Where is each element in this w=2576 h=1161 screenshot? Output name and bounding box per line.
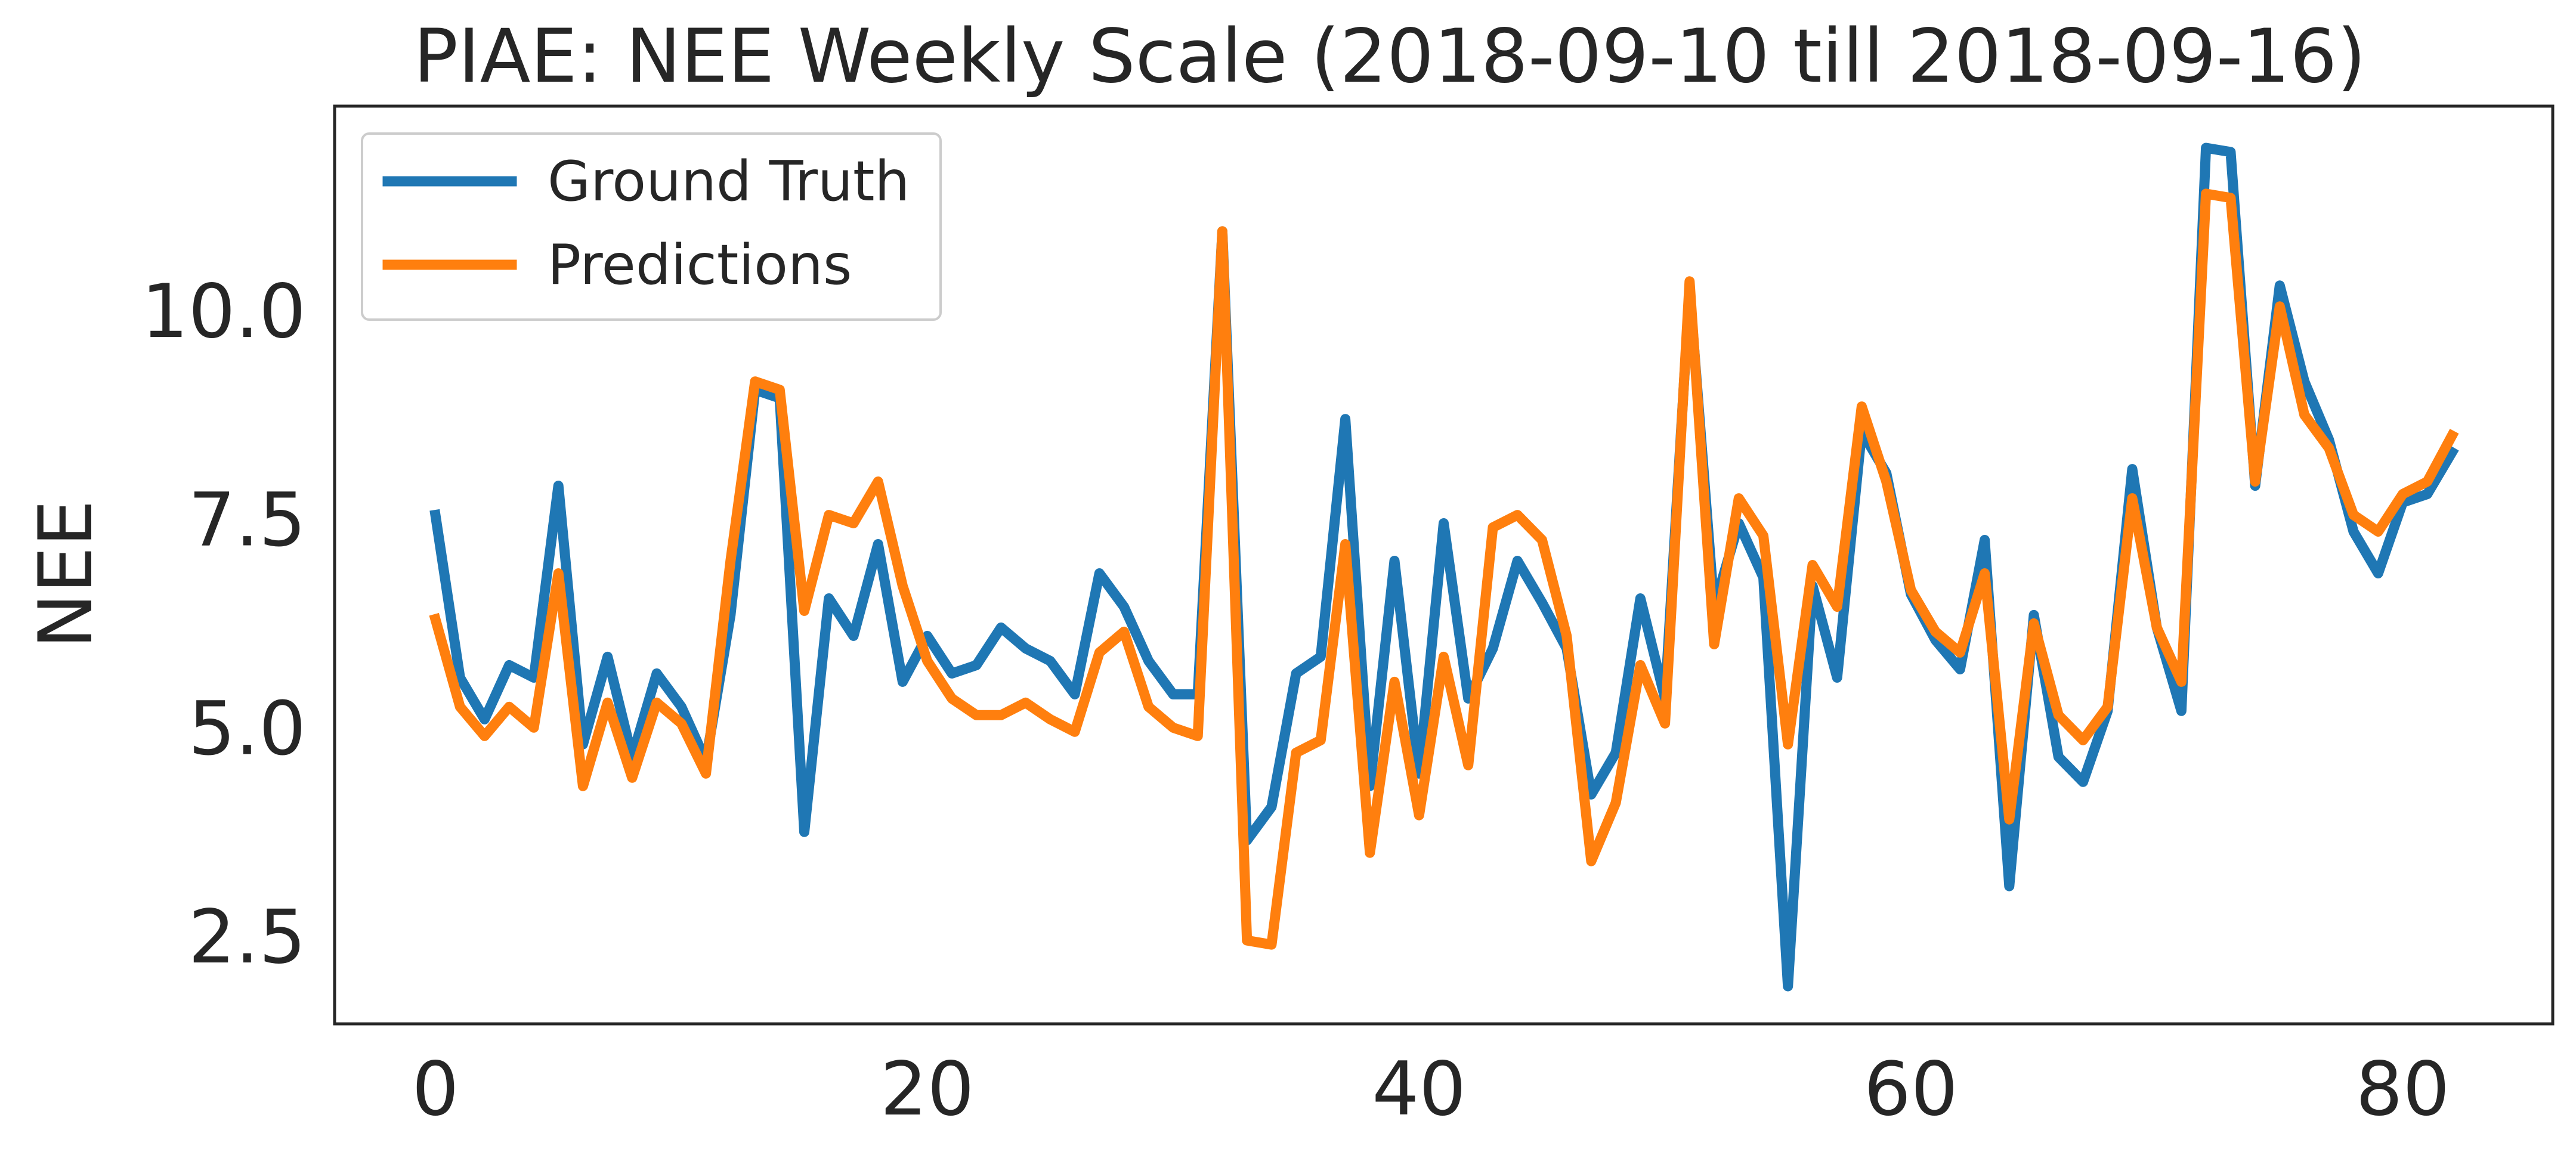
legend: Ground Truth Predictions bbox=[361, 132, 942, 321]
x-axis-ticks: 0 20 40 60 80 bbox=[412, 1047, 2450, 1132]
y-tick-label: 7.5 bbox=[188, 478, 306, 564]
series-line-predictions bbox=[429, 188, 2459, 950]
y-tick-label: 2.5 bbox=[188, 894, 306, 980]
x-tick-label: 40 bbox=[1372, 1047, 1466, 1132]
legend-label-ground-truth: Ground Truth bbox=[548, 149, 910, 213]
y-tick-label: 10.0 bbox=[141, 269, 306, 355]
y-axis-label: NEE bbox=[23, 500, 109, 648]
x-tick-label: 0 bbox=[412, 1047, 459, 1132]
x-tick-label: 60 bbox=[1864, 1047, 1958, 1132]
y-tick-label: 5.0 bbox=[188, 686, 306, 772]
x-tick-label: 20 bbox=[880, 1047, 975, 1132]
series-lines bbox=[429, 143, 2459, 992]
legend-label-predictions: Predictions bbox=[548, 233, 852, 297]
chart-title: PIAE: NEE Weekly Scale (2018-09-10 till … bbox=[413, 14, 2365, 100]
x-tick-label: 80 bbox=[2356, 1047, 2450, 1132]
y-axis-ticks: 2.5 5.0 7.5 10.0 bbox=[141, 269, 306, 980]
plot-area-frame bbox=[333, 104, 2555, 1026]
